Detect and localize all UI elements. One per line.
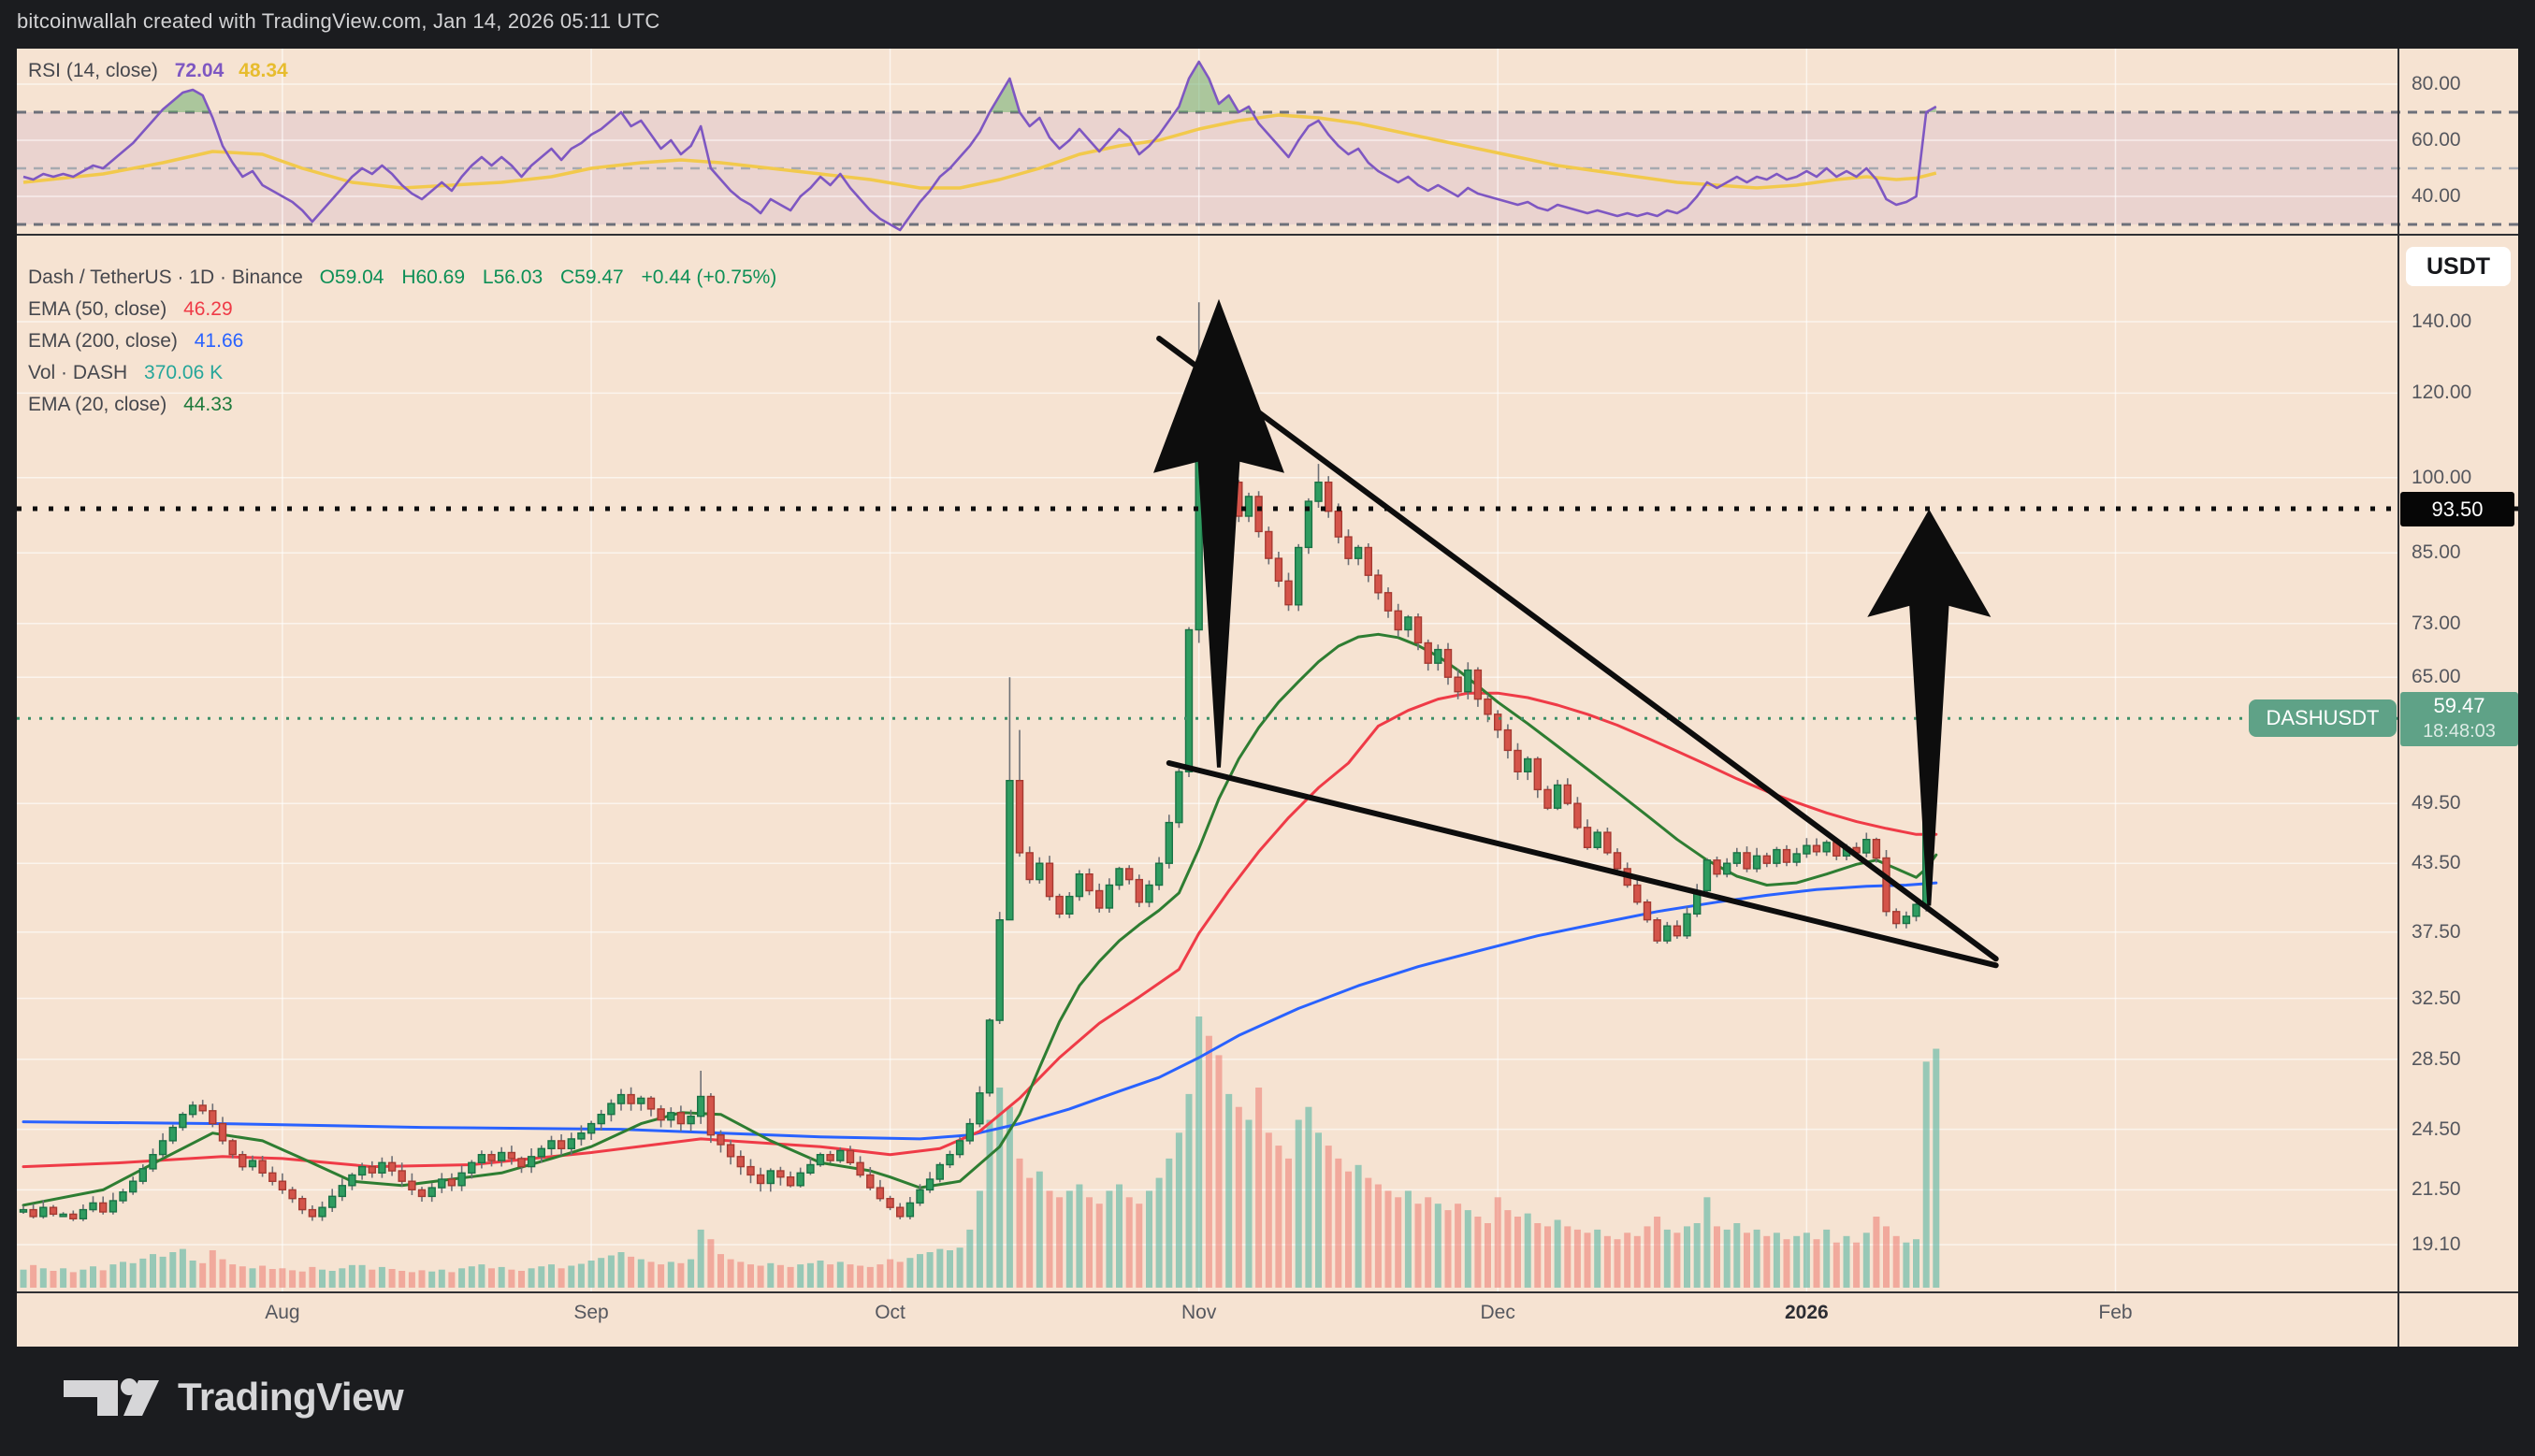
symbol-title: Dash / TetherUS · 1D · Binance xyxy=(28,267,303,288)
volume-bars xyxy=(20,1016,1940,1288)
time-axis-tick: Feb xyxy=(2098,1302,2133,1323)
volume-label: Vol · DASH xyxy=(28,362,128,383)
high-value: H60.69 xyxy=(401,267,466,288)
time-axis-tick: Oct xyxy=(875,1302,905,1323)
time-axis-tick: Sep xyxy=(573,1302,609,1323)
up-arrow-annotation xyxy=(1867,509,1992,906)
volume-value: 370.06 K xyxy=(144,362,224,383)
price-axis-tick: 24.50 xyxy=(2412,1117,2461,1140)
ema200-row[interactable]: EMA (200, close) 41.66 xyxy=(28,325,776,357)
time-axis-tick: Nov xyxy=(1181,1302,1217,1323)
rsi-legend[interactable]: RSI (14, close) 72.04 48.34 xyxy=(28,60,288,82)
tradingview-wordmark: TradingView xyxy=(178,1375,404,1419)
low-value: L56.03 xyxy=(482,267,543,288)
rsi-axis-tick: 40.00 xyxy=(2412,185,2461,207)
price-axis-tick: 28.50 xyxy=(2412,1047,2461,1070)
ema200-value: 41.66 xyxy=(194,330,244,352)
symbol-price-tag: DASHUSDT xyxy=(2249,699,2397,737)
last-price-value: 59.47 xyxy=(2433,694,2485,717)
symbol-legend[interactable]: Dash / TetherUS · 1D · Binance O59.04 H6… xyxy=(28,262,776,421)
ema50-row[interactable]: EMA (50, close) 46.29 xyxy=(28,294,776,325)
time-axis-tick: 2026 xyxy=(1784,1302,1829,1323)
ema50-value: 46.29 xyxy=(183,298,233,320)
rsi-legend-title: RSI (14, close) xyxy=(28,60,158,81)
bar-countdown: 18:48:03 xyxy=(2423,721,2496,742)
tradingview-footer[interactable]: TradingView xyxy=(60,1369,404,1425)
last-price-label: 59.47 18:48:03 xyxy=(2400,692,2518,746)
rsi-ma-value: 48.34 xyxy=(239,60,288,81)
price-axis-tick: 32.50 xyxy=(2412,987,2461,1009)
change-value: +0.44 (+0.75%) xyxy=(641,267,777,288)
up-arrow-annotation xyxy=(1153,298,1284,768)
price-axis-tick: 49.50 xyxy=(2412,792,2461,814)
attribution-text: bitcoinwallah created with TradingView.c… xyxy=(17,9,660,33)
tradingview-logo-icon xyxy=(64,1378,159,1416)
open-value: O59.04 xyxy=(319,267,384,288)
time-axis-tick: Aug xyxy=(265,1302,300,1323)
ema20-label: EMA (20, close) xyxy=(28,394,167,415)
ema50-label: EMA (50, close) xyxy=(28,298,167,320)
price-axis-tick: 43.50 xyxy=(2412,852,2461,874)
price-axis-tick: 73.00 xyxy=(2412,612,2461,634)
price-axis-tick: 37.50 xyxy=(2412,920,2461,943)
ema20-row[interactable]: EMA (20, close) 44.33 xyxy=(28,389,776,421)
price-axis-tick: 140.00 xyxy=(2412,310,2472,332)
ema200-label: EMA (200, close) xyxy=(28,330,178,352)
volume-row[interactable]: Vol · DASH 370.06 K xyxy=(28,357,776,389)
price-axis-tick: 65.00 xyxy=(2412,666,2461,688)
price-axis-tick: 21.50 xyxy=(2412,1178,2461,1201)
symbol-row[interactable]: Dash / TetherUS · 1D · Binance O59.04 H6… xyxy=(28,262,776,294)
price-axis-tick: 100.00 xyxy=(2412,466,2472,488)
price-axis-tick: 19.10 xyxy=(2412,1233,2461,1255)
attribution-bar: bitcoinwallah created with TradingView.c… xyxy=(17,9,659,34)
price-axis-tick: 85.00 xyxy=(2412,541,2461,564)
ema20-value: 44.33 xyxy=(183,394,233,415)
rsi-value: 72.04 xyxy=(174,60,225,81)
currency-toggle-button[interactable]: USDT xyxy=(2406,247,2511,286)
alert-price-label: 93.50 xyxy=(2400,492,2514,526)
rsi-axis-tick: 60.00 xyxy=(2412,129,2461,151)
close-value: C59.47 xyxy=(559,267,624,288)
rsi-axis-tick: 80.00 xyxy=(2412,73,2461,94)
price-axis-tick: 120.00 xyxy=(2412,382,2472,404)
time-axis-tick: Dec xyxy=(1480,1302,1515,1323)
